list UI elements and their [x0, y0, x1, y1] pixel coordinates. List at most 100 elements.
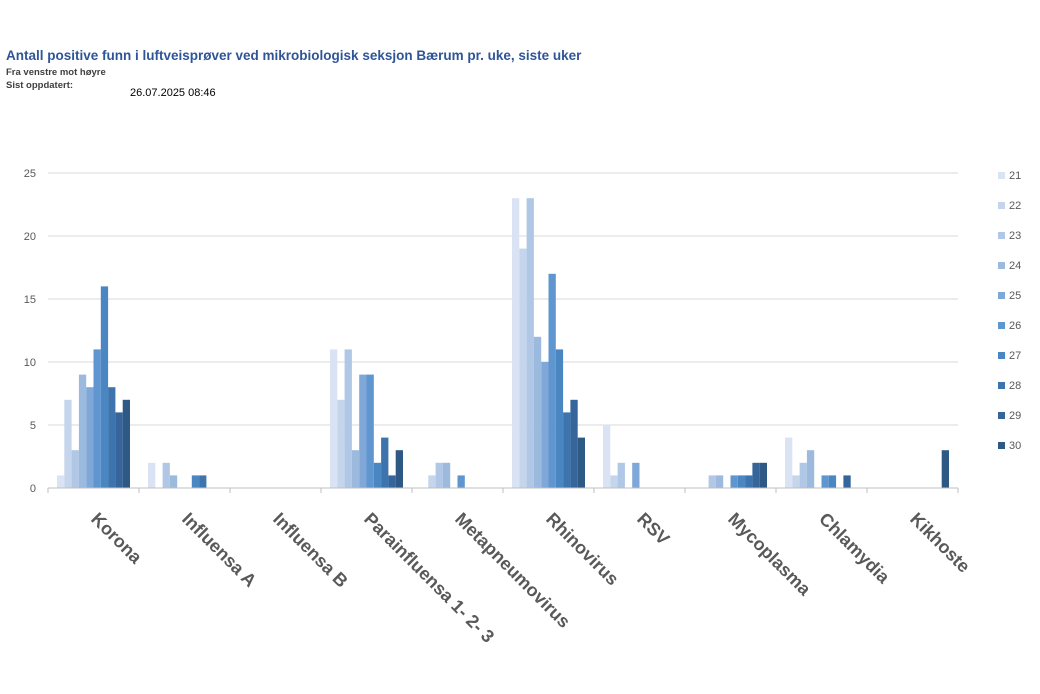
category-label: Influensa B: [269, 509, 352, 592]
bar-influensa-a-week-28: [199, 475, 207, 488]
bar-korona-week-30: [122, 399, 130, 488]
x-axis: [47, 487, 959, 493]
bar-rhinovirus-week-22: [519, 248, 527, 488]
legend-label: 22: [1009, 200, 1021, 212]
bar-korona-week-25: [86, 387, 94, 488]
chart-subtitle: Fra venstre mot høyre: [6, 67, 106, 78]
bar-rhinovirus-week-21: [512, 198, 520, 488]
bar-rsv-week-22: [610, 475, 618, 488]
bar-korona-week-28: [108, 387, 116, 488]
legend-swatch: [998, 322, 1005, 329]
category-label: Influensa A: [178, 509, 260, 591]
bar-rhinovirus-week-28: [563, 412, 571, 488]
category-label: Chlamydia: [815, 509, 894, 588]
category-label: Mycoplasma: [724, 509, 815, 600]
y-tick-label: 25: [24, 168, 36, 180]
bar-rhinovirus-week-27: [555, 349, 564, 488]
category-label: RSV: [633, 509, 673, 549]
bar-chlamydia-week-27: [828, 475, 837, 488]
bar-influensa-a-week-21: [148, 462, 156, 488]
legend: 21 22 23 24 25 26 27 28 29 30: [998, 170, 1021, 452]
bar-metapneumovirus-week-26: [457, 475, 465, 488]
bar-rhinovirus-week-23: [526, 198, 534, 488]
last-updated-label: Sist oppdatert:: [6, 80, 74, 91]
bar-rsv-week-25: [632, 462, 640, 488]
bar-parainfluensa-1-2-3-week-27: [373, 462, 382, 488]
bar-rhinovirus-week-25: [541, 362, 549, 488]
bar-metapneumovirus-week-22: [428, 475, 436, 488]
bar-chlamydia-week-21: [785, 437, 793, 488]
bar-parainfluensa-1-2-3-week-29: [388, 475, 396, 488]
legend-swatch: [998, 442, 1005, 449]
bar-influensa-a-week-27: [191, 475, 200, 488]
bar-metapneumovirus-week-23: [435, 462, 443, 488]
legend-swatch: [998, 202, 1005, 209]
legend-label: 25: [1009, 290, 1021, 302]
bar-metapneumovirus-week-24: [442, 462, 451, 488]
bar-rhinovirus-week-24: [533, 336, 542, 488]
bar-mycoplasma-week-26: [730, 475, 738, 488]
y-tick-label: 15: [24, 294, 36, 306]
bar-influensa-a-week-23: [162, 462, 170, 488]
y-tick-label: 0: [30, 483, 36, 495]
bar-korona-week-22: [64, 399, 72, 488]
legend-swatch: [998, 412, 1005, 419]
bar-parainfluensa-1-2-3-week-30: [395, 450, 403, 488]
legend-swatch: [998, 232, 1005, 239]
bar-parainfluensa-1-2-3-week-23: [344, 349, 352, 488]
legend-label: 26: [1009, 320, 1021, 332]
legend-label: 21: [1009, 170, 1021, 182]
bar-rsv-week-23: [617, 462, 625, 488]
category-label: Kikhoste: [906, 509, 974, 577]
bar-chlamydia-week-23: [799, 462, 807, 488]
bar-chlamydia-week-24: [806, 450, 815, 488]
bar-rhinovirus-week-30: [577, 437, 585, 488]
bar-mycoplasma-week-28: [745, 475, 753, 488]
bar-korona-week-26: [93, 349, 101, 488]
bar-parainfluensa-1-2-3-week-21: [330, 349, 338, 488]
legend-label: 24: [1009, 260, 1021, 272]
y-axis-ticks: 0 5 10 15 20 25: [24, 168, 36, 495]
bar-kikhoste-week-30: [941, 450, 949, 488]
category-label: Korona: [87, 509, 146, 568]
bar-influensa-a-week-24: [169, 475, 178, 488]
legend-swatch: [998, 172, 1005, 179]
bar-parainfluensa-1-2-3-week-24: [351, 450, 360, 488]
legend-swatch: [998, 382, 1005, 389]
last-updated-value: 26.07.2025 08:46: [130, 87, 216, 99]
legend-swatch: [998, 352, 1005, 359]
legend-label: 27: [1009, 350, 1021, 362]
bar-mycoplasma-week-29: [752, 462, 760, 488]
legend-label: 30: [1009, 440, 1021, 452]
bar-parainfluensa-1-2-3-week-22: [337, 399, 345, 488]
legend-label: 28: [1009, 380, 1021, 392]
bar-rhinovirus-week-29: [570, 399, 578, 488]
bar-korona-week-21: [57, 475, 65, 488]
bar-mycoplasma-week-24: [715, 475, 724, 488]
bar-korona-week-27: [100, 286, 109, 488]
bar-rsv-week-21: [603, 425, 611, 488]
bar-rhinovirus-week-26: [548, 273, 556, 488]
bar-parainfluensa-1-2-3-week-26: [366, 374, 374, 488]
bar-mycoplasma-week-30: [759, 462, 767, 488]
legend-swatch: [998, 292, 1005, 299]
legend-label: 23: [1009, 230, 1021, 242]
category-label: Rhinovirus: [542, 509, 623, 590]
y-tick-label: 10: [24, 357, 36, 369]
legend-label: 29: [1009, 410, 1021, 422]
bar-chlamydia-week-29: [843, 475, 851, 488]
bar-chlamydia-week-22: [792, 475, 800, 488]
bar-korona-week-24: [78, 374, 87, 488]
bar-mycoplasma-week-27: [737, 475, 746, 488]
y-tick-label: 20: [24, 231, 36, 243]
bar-chlamydia-week-26: [821, 475, 829, 488]
bar-parainfluensa-1-2-3-week-28: [381, 437, 389, 488]
chart-title: Antall positive funn i luftveisprøver ve…: [6, 48, 582, 63]
bar-mycoplasma-week-23: [708, 475, 716, 488]
bar-korona-week-23: [71, 450, 79, 488]
gridlines: [48, 172, 958, 426]
legend-swatch: [998, 262, 1005, 269]
bars: [57, 198, 949, 488]
y-tick-label: 5: [30, 420, 36, 432]
